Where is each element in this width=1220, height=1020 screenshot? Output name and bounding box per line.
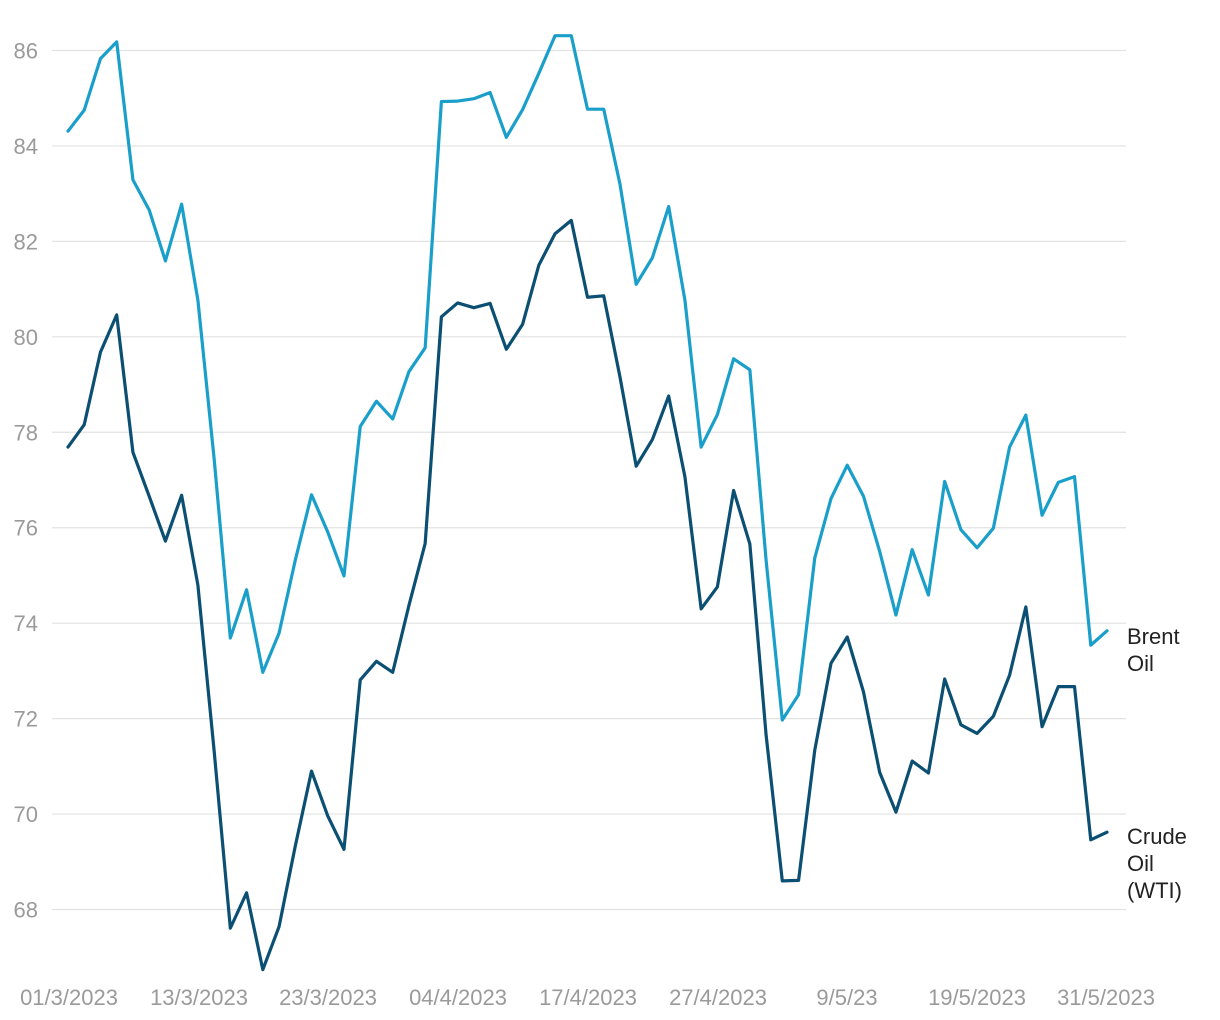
y-tick-label-78: 78	[14, 420, 38, 445]
series-lines	[66, 34, 1109, 972]
x-tick-label-4: 17/4/2023	[539, 985, 637, 1010]
x-tick-label-8: 31/5/2023	[1057, 985, 1155, 1010]
legend-wti-line-1: Crude	[1127, 824, 1187, 849]
x-axis-tick-labels: 01/3/2023 13/3/2023 23/3/2023 04/4/2023 17/4…	[20, 985, 1155, 1010]
gridlines	[52, 49, 1126, 911]
y-tick-label-82: 82	[14, 229, 38, 254]
y-tick-label-68: 68	[14, 898, 38, 923]
legend-wti-line-2: Oil	[1127, 851, 1154, 876]
y-axis-tick-labels: 68 70 72 74 76 78 80 82 84 86	[14, 39, 38, 923]
y-tick-label-74: 74	[14, 611, 38, 636]
x-tick-label-5: 27/4/2023	[669, 985, 767, 1010]
y-tick-label-70: 70	[14, 802, 38, 827]
legend-brent-line-1: Brent	[1127, 624, 1180, 649]
inline-legend: Brent Oil Crude Oil (WTI)	[1127, 624, 1187, 903]
x-tick-label-0: 01/3/2023	[20, 985, 118, 1010]
series-line-crude-oil-wti	[66, 218, 1109, 972]
y-tick-label-72: 72	[14, 707, 38, 732]
y-tick-label-80: 80	[14, 325, 38, 350]
x-tick-label-7: 19/5/2023	[928, 985, 1026, 1010]
y-tick-label-86: 86	[14, 39, 38, 64]
x-tick-label-1: 13/3/2023	[150, 985, 248, 1010]
y-tick-label-84: 84	[14, 134, 38, 159]
legend-wti-line-3: (WTI)	[1127, 878, 1182, 903]
y-tick-label-76: 76	[14, 516, 38, 541]
x-tick-label-2: 23/3/2023	[279, 985, 377, 1010]
legend-brent-line-2: Oil	[1127, 651, 1154, 676]
series-line-brent-oil	[66, 34, 1109, 722]
x-tick-label-6: 9/5/23	[816, 985, 877, 1010]
x-tick-label-3: 04/4/2023	[409, 985, 507, 1010]
